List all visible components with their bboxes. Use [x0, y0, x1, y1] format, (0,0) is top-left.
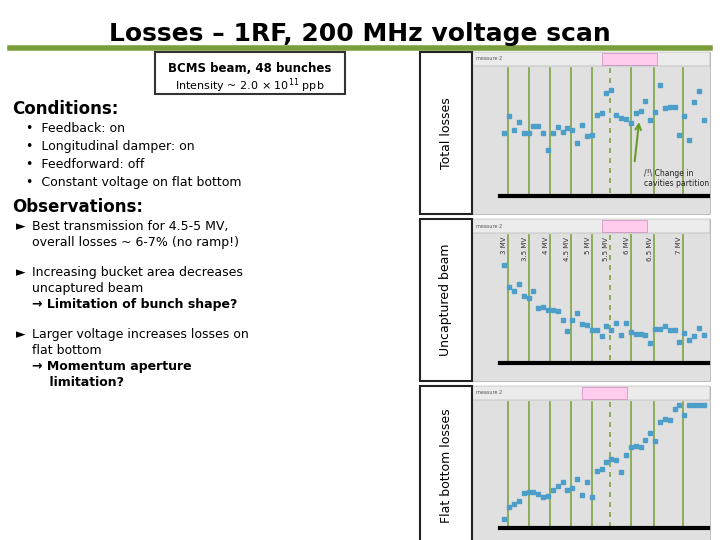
Text: 5 MV: 5 MV: [585, 237, 590, 254]
Text: •  Feedforward: off: • Feedforward: off: [26, 158, 145, 171]
Text: Uncaptured beam: Uncaptured beam: [439, 244, 452, 356]
Text: Total losses: Total losses: [439, 97, 452, 169]
Bar: [602, 220, 647, 232]
Text: Best transmission for 4.5-5 MV,: Best transmission for 4.5-5 MV,: [32, 220, 228, 233]
Bar: [582, 387, 627, 399]
Text: 4 MV: 4 MV: [543, 237, 549, 254]
Bar: [420, 219, 472, 381]
Text: •  Feedback: on: • Feedback: on: [26, 122, 125, 135]
Text: 6.5 MV: 6.5 MV: [647, 237, 653, 261]
Text: •  Constant voltage on flat bottom: • Constant voltage on flat bottom: [26, 176, 241, 189]
Text: → Momentum aperture: → Momentum aperture: [32, 360, 192, 373]
Text: /!\ Change in
cavities partition: /!\ Change in cavities partition: [644, 169, 709, 188]
Bar: [420, 52, 472, 214]
Text: limitation?: limitation?: [32, 376, 124, 389]
Bar: [472, 386, 710, 540]
Bar: [472, 52, 710, 214]
Text: 5.5 MV: 5.5 MV: [603, 237, 609, 261]
Text: ►: ►: [16, 220, 26, 233]
Text: Larger voltage increases losses on: Larger voltage increases losses on: [32, 328, 248, 341]
Text: measure 2: measure 2: [476, 224, 502, 228]
Bar: [155, 52, 345, 94]
Text: 3 MV: 3 MV: [501, 237, 508, 254]
Text: Observations:: Observations:: [12, 198, 143, 216]
Text: Increasing bucket area decreases: Increasing bucket area decreases: [32, 266, 243, 279]
Text: measure 2: measure 2: [476, 390, 502, 395]
Text: Losses – 1RF, 200 MHz voltage scan: Losses – 1RF, 200 MHz voltage scan: [109, 22, 611, 46]
Text: overall losses ~ 6-7% (no ramp!): overall losses ~ 6-7% (no ramp!): [32, 236, 239, 249]
Text: 4.5 MV: 4.5 MV: [564, 237, 570, 261]
Text: ►: ►: [16, 266, 26, 279]
Text: 7 MV: 7 MV: [676, 237, 682, 254]
Text: flat bottom: flat bottom: [32, 344, 102, 357]
Text: 6 MV: 6 MV: [624, 237, 630, 254]
Bar: [472, 219, 710, 233]
Text: ►: ►: [16, 328, 26, 341]
Text: •  Longitudinal damper: on: • Longitudinal damper: on: [26, 140, 194, 153]
Bar: [472, 386, 710, 400]
Bar: [472, 52, 710, 66]
Text: Flat bottom losses: Flat bottom losses: [439, 409, 452, 523]
Text: 3.5 MV: 3.5 MV: [522, 237, 528, 261]
Bar: [602, 53, 657, 65]
Text: Intensity ~ 2.0 × 10$^{11}$ ppb: Intensity ~ 2.0 × 10$^{11}$ ppb: [175, 76, 325, 94]
Text: measure 2: measure 2: [476, 57, 502, 62]
Text: → Limitation of bunch shape?: → Limitation of bunch shape?: [32, 298, 238, 311]
Text: BCMS beam, 48 bunches: BCMS beam, 48 bunches: [168, 62, 332, 75]
Text: uncaptured beam: uncaptured beam: [32, 282, 143, 295]
Text: Conditions:: Conditions:: [12, 100, 118, 118]
Bar: [420, 386, 472, 540]
Bar: [472, 219, 710, 381]
